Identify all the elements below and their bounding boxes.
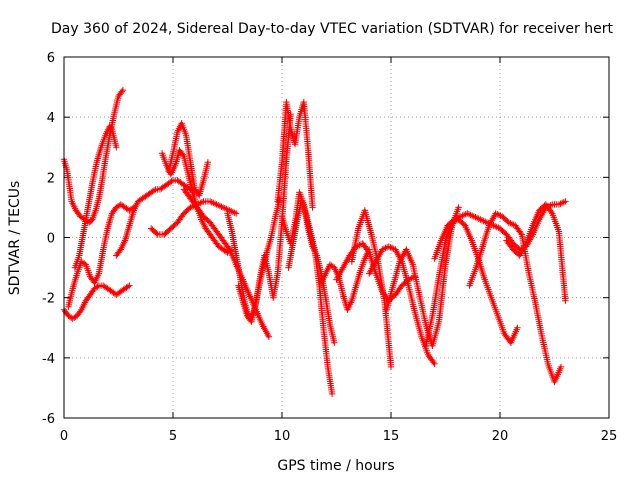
plot-frame bbox=[63, 56, 610, 419]
series-arc-4 bbox=[65, 201, 137, 310]
plus-markers bbox=[235, 111, 294, 325]
chart-title: Day 360 of 2024, Sidereal Day-to-day VTE… bbox=[51, 21, 613, 37]
x-tick-label: 15 bbox=[383, 429, 400, 444]
series-arc-12 bbox=[274, 98, 316, 211]
plus-markers bbox=[113, 177, 198, 259]
y-tick-label: 4 bbox=[47, 111, 55, 126]
series-arc-2 bbox=[60, 282, 133, 322]
series-arc-17 bbox=[348, 207, 395, 371]
x-tick-label: 10 bbox=[274, 429, 291, 444]
y-tick-label: 6 bbox=[47, 51, 55, 66]
y-tick-label: -4 bbox=[42, 352, 55, 367]
grid bbox=[64, 57, 609, 418]
y-axis-label: SDTVAR / TECUs bbox=[7, 181, 23, 296]
plus-markers bbox=[503, 201, 569, 304]
series-arc-8 bbox=[165, 120, 212, 199]
series-arc-3 bbox=[71, 123, 120, 271]
x-tick-label: 5 bbox=[169, 429, 177, 444]
series-arc-19 bbox=[383, 204, 462, 349]
x-tick-label: 25 bbox=[601, 429, 618, 444]
plus-markers bbox=[383, 204, 462, 349]
series-arc-22 bbox=[466, 210, 565, 386]
plus-markers bbox=[318, 246, 373, 313]
plus-markers bbox=[274, 98, 316, 211]
series-arc-14 bbox=[285, 198, 336, 398]
y-tick-label: 2 bbox=[47, 171, 55, 186]
y-tick-label: -2 bbox=[42, 292, 55, 307]
plus-markers bbox=[65, 201, 137, 310]
plus-markers bbox=[348, 207, 395, 371]
y-tick-label: -6 bbox=[42, 412, 55, 427]
plus-markers bbox=[285, 198, 336, 398]
axis-ticks: 0 5 10 15 20 25 -6 -4 -2 0 2 4 6 bbox=[42, 51, 617, 444]
x-tick-label: 0 bbox=[60, 429, 68, 444]
series-arc-5 bbox=[113, 177, 198, 259]
plus-markers bbox=[466, 210, 565, 386]
series-arc-15 bbox=[318, 246, 373, 313]
y-tick-label: 0 bbox=[47, 232, 55, 247]
series-arc-23 bbox=[503, 201, 569, 304]
plus-markers bbox=[165, 120, 212, 199]
data-layer bbox=[60, 86, 569, 398]
x-tick-label: 20 bbox=[492, 429, 509, 444]
x-axis-label: GPS time / hours bbox=[277, 458, 394, 474]
plus-markers bbox=[71, 123, 120, 271]
